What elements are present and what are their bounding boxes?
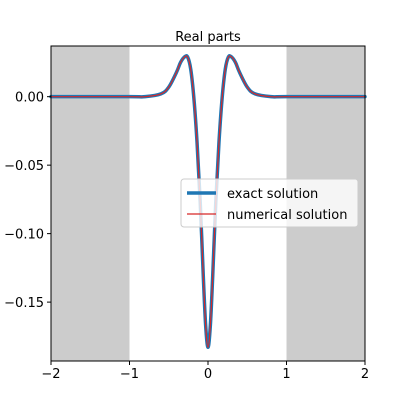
x-tick-label: −2 — [41, 367, 60, 382]
numerical-solution-line — [50, 55, 366, 348]
x-tick-label: 2 — [361, 367, 369, 382]
x-tick-label: 1 — [282, 367, 290, 382]
x-tick-label: 0 — [204, 367, 212, 382]
shaded-region-0 — [51, 46, 130, 361]
y-tick-label: −0.05 — [4, 159, 44, 174]
series-lines — [49, 54, 367, 350]
chart-title: Real parts — [175, 30, 241, 45]
x-tick-label: −1 — [120, 367, 139, 382]
legend-box — [180, 178, 359, 228]
y-tick-label: −0.15 — [4, 296, 44, 311]
legend: exact solution numerical solution — [180, 178, 359, 228]
x-axis: −2 −1 0 1 2 — [41, 361, 369, 382]
y-axis: 0.00 −0.05 −0.10 −0.15 — [4, 91, 51, 311]
legend-label-exact: exact solution — [227, 187, 318, 202]
legend-label-numerical: numerical solution — [227, 208, 347, 223]
y-tick-label: 0.00 — [15, 91, 44, 106]
y-tick-label: −0.10 — [4, 228, 44, 243]
